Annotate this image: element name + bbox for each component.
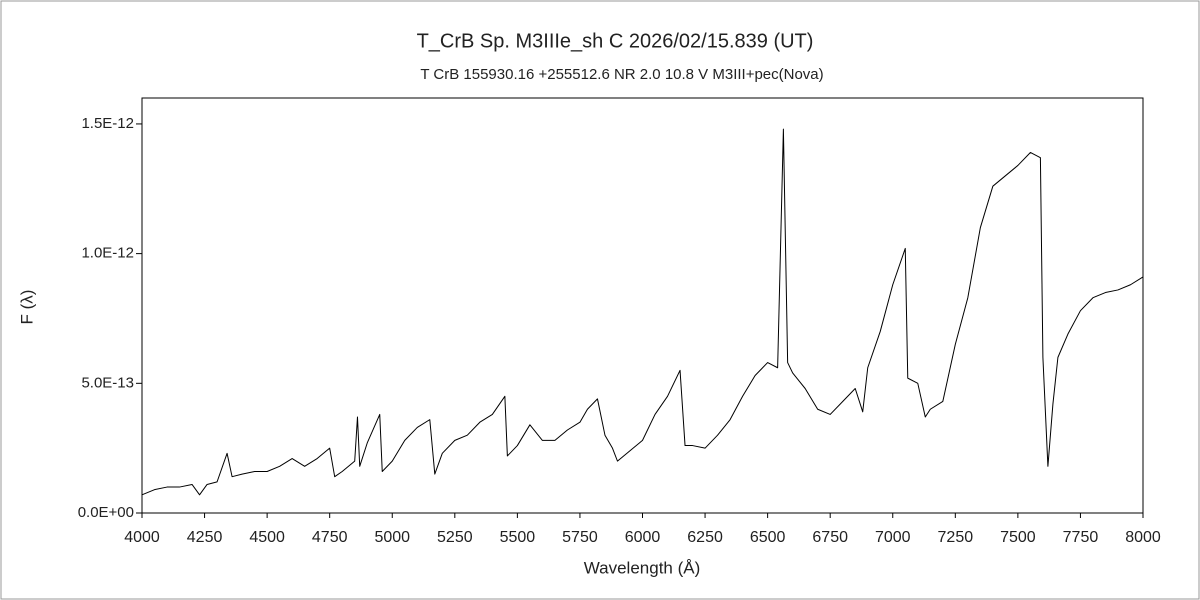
y-axis-label: F (λ) bbox=[17, 290, 36, 325]
chart-subtitle: T CrB 155930.16 +255512.6 NR 2.0 10.8 V … bbox=[420, 66, 823, 83]
x-tick-label: 6500 bbox=[750, 529, 786, 546]
x-tick-label: 5250 bbox=[437, 529, 473, 546]
x-tick-label: 7250 bbox=[938, 529, 974, 546]
y-tick-label: 5.0E-13 bbox=[81, 374, 134, 391]
x-tick-label: 5750 bbox=[562, 529, 598, 546]
x-tick-label: 5500 bbox=[500, 529, 536, 546]
x-tick-label: 4000 bbox=[124, 529, 160, 546]
x-tick-label: 7750 bbox=[1063, 529, 1099, 546]
x-tick-label: 4250 bbox=[187, 529, 223, 546]
chart-title: T_CrB Sp. M3IIIe_sh C 2026/02/15.839 (UT… bbox=[417, 30, 814, 52]
y-tick-label: 0.0E+00 bbox=[78, 504, 134, 521]
x-tick-label: 4500 bbox=[249, 529, 285, 546]
x-tick-label: 7000 bbox=[875, 529, 911, 546]
x-tick-label: 7500 bbox=[1000, 529, 1036, 546]
x-tick-label: 4750 bbox=[312, 529, 348, 546]
x-tick-label: 8000 bbox=[1125, 529, 1161, 546]
x-tick-label: 5000 bbox=[374, 529, 410, 546]
x-tick-label: 6750 bbox=[812, 529, 848, 546]
y-tick-label: 1.0E-12 bbox=[81, 245, 134, 262]
x-tick-label: 6250 bbox=[687, 529, 723, 546]
spectrum-line bbox=[141, 128, 1144, 496]
x-axis-label: Wavelength (Å) bbox=[584, 558, 701, 577]
y-tick-label: 1.5E-12 bbox=[81, 115, 134, 132]
x-tick-label: 6000 bbox=[625, 529, 661, 546]
